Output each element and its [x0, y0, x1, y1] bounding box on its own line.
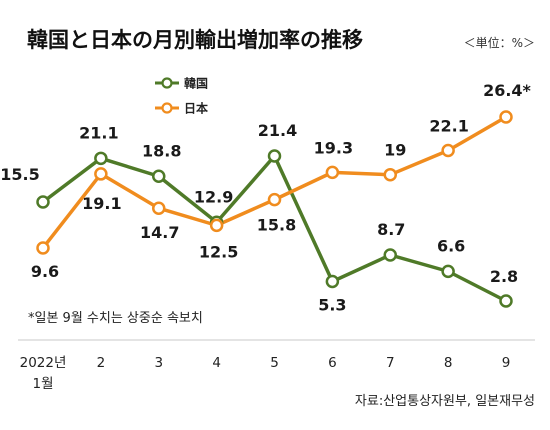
series-points [36, 110, 513, 308]
x-tick-label: 2022년 [20, 355, 67, 371]
data-label: 19.1 [82, 194, 121, 213]
legend-swatch-marker [161, 77, 173, 89]
data-label: 14.7 [140, 223, 179, 242]
source-note: 자료:산업통상자원부, 일본재무성 [355, 394, 535, 409]
data-label: 6.6 [437, 236, 465, 255]
x-tick-label: 7 [386, 355, 395, 371]
x-tick-label: 3 [154, 355, 163, 371]
unit-label: ＜単位：%＞ [464, 35, 535, 50]
chart-note: *일본 9월 수치는 상중순 속보치 [28, 311, 203, 326]
data-point [383, 167, 397, 182]
x-tick-label: 6 [328, 355, 337, 371]
data-label: 19.3 [314, 138, 353, 157]
data-label: 12.5 [199, 242, 238, 261]
data-label: 15.5 [0, 165, 39, 184]
data-point [499, 294, 513, 308]
data-point [267, 192, 282, 207]
data-point [94, 167, 108, 181]
data-label: 2.8 [490, 267, 518, 286]
x-tick-label: 9 [502, 355, 511, 371]
x-tick-label: 2 [97, 355, 106, 371]
data-point [152, 169, 166, 184]
x-tick-label: 5 [270, 355, 279, 371]
x-tick-label: 1월 [32, 376, 53, 392]
x-tick-label: 8 [444, 355, 453, 371]
data-point [36, 241, 50, 255]
data-label: 9.6 [31, 262, 59, 281]
data-label: 5.3 [318, 296, 346, 315]
data-point [441, 143, 455, 158]
legend-label: 韓国 [184, 76, 208, 91]
x-tick-label: 4 [212, 355, 221, 371]
legend-swatch-marker [161, 102, 173, 114]
data-point [325, 165, 340, 180]
x-axis-ticks: 2022년 1월 2 3 4 5 6 7 8 9 [20, 355, 511, 392]
data-label: 8.7 [377, 220, 405, 239]
data-label: 26.4* [483, 81, 531, 100]
chart-title: 韓国と日本の月別輸出増加率の推移 [27, 28, 363, 52]
data-label: 21.1 [79, 123, 118, 142]
data-label: 22.1 [429, 117, 468, 136]
legend-label: 日本 [184, 101, 208, 116]
data-point [94, 151, 108, 166]
data-point [267, 149, 282, 163]
data-point [152, 201, 166, 215]
data-label: 18.8 [142, 141, 181, 160]
data-point [325, 274, 340, 289]
data-label: 15.8 [257, 216, 296, 235]
data-point [209, 218, 224, 233]
data-label: 12.9 [194, 187, 233, 206]
data-label: 19 [384, 141, 406, 160]
data-point [383, 248, 397, 262]
data-point [36, 195, 50, 209]
data-labels: 15.5 21.1 18.8 12.9 21.4 5.3 8.7 6.6 2.8 9.6 19.1 1… [0, 81, 531, 315]
data-point [441, 264, 455, 279]
data-label: 21.4 [258, 121, 297, 140]
data-point [499, 110, 513, 124]
